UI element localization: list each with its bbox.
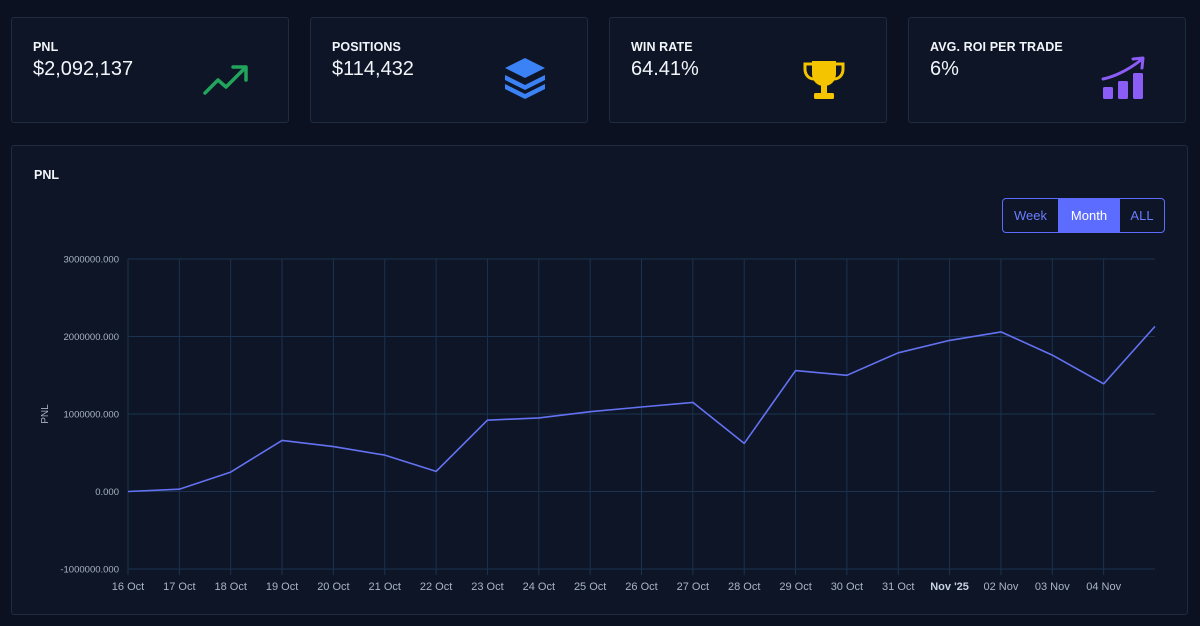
stat-label: AVG. ROI PER TRADE <box>930 40 1063 54</box>
y-axis: -1000000.000 0.000 1000000.000 2000000.000 3… <box>40 255 119 576</box>
layers-icon <box>505 58 545 99</box>
stat-card-win-rate: WIN RATE 64.41% <box>609 17 887 123</box>
x-tick-label: 21 Oct <box>369 581 401 593</box>
trending-up-icon <box>203 65 248 95</box>
y-tick-label: 2000000.000 <box>64 332 119 343</box>
series-layer <box>127 325 1156 493</box>
x-tick-label: 18 Oct <box>214 581 246 593</box>
stat-label: PNL <box>33 40 59 54</box>
y-axis-title: PNL <box>40 404 51 424</box>
x-tick-label: 30 Oct <box>831 581 863 593</box>
chart-grid <box>127 258 1155 575</box>
x-tick-label: 17 Oct <box>163 581 195 593</box>
x-tick-label: 25 Oct <box>574 581 606 593</box>
x-tick-label: 24 Oct <box>523 581 555 593</box>
range-selector: Week Month ALL <box>1002 198 1165 233</box>
x-tick-label: 28 Oct <box>728 581 760 593</box>
stat-card-positions: POSITIONS $114,432 <box>310 17 588 123</box>
x-tick-label: 29 Oct <box>779 581 811 593</box>
y-tick-label: -1000000.000 <box>60 565 119 576</box>
x-tick-label: Nov '25 <box>930 581 969 593</box>
trophy-icon <box>803 61 845 99</box>
bar-chart-growth-icon <box>1101 56 1145 99</box>
stat-card-pnl: PNL $2,092,137 <box>11 17 289 123</box>
range-all-button[interactable]: ALL <box>1119 199 1164 232</box>
stats-row: PNL $2,092,137 POSITIONS $114,432 WIN RA… <box>11 17 1188 123</box>
y-tick-label: 0.000 <box>95 487 119 498</box>
stat-label: POSITIONS <box>332 40 401 54</box>
range-month-button[interactable]: Month <box>1059 199 1119 232</box>
x-tick-label: 16 Oct <box>112 581 144 593</box>
stat-value: $2,092,137 <box>33 58 134 80</box>
x-tick-label: 19 Oct <box>266 581 298 593</box>
x-tick-label: 31 Oct <box>882 581 914 593</box>
range-week-button[interactable]: Week <box>1003 199 1059 232</box>
y-tick-label: 1000000.000 <box>64 410 119 421</box>
x-tick-label: 03 Nov <box>1035 581 1070 593</box>
pnl-chart-panel: PNL Week Month ALL <box>11 145 1188 615</box>
x-tick-label: 20 Oct <box>317 581 349 593</box>
stat-label: WIN RATE <box>631 40 693 54</box>
pnl-series-line <box>127 325 1156 493</box>
stat-value: 64.41% <box>631 58 699 80</box>
x-tick-label: 26 Oct <box>625 581 657 593</box>
stat-value: $114,432 <box>332 58 414 80</box>
y-tick-label: 3000000.000 <box>64 255 119 266</box>
x-tick-label: 23 Oct <box>471 581 503 593</box>
x-tick-label: 22 Oct <box>420 581 452 593</box>
x-tick-label: 04 Nov <box>1086 581 1121 593</box>
stat-value: 6% <box>930 58 959 80</box>
stat-card-avg-roi: AVG. ROI PER TRADE 6% <box>908 17 1186 123</box>
panel-title: PNL <box>34 168 59 182</box>
x-axis: 16 Oct 17 Oct 18 Oct 19 Oct 20 Oct 21 Oct 22 O… <box>112 581 1122 593</box>
x-tick-label: 27 Oct <box>677 581 709 593</box>
x-tick-label: 02 Nov <box>984 581 1019 593</box>
